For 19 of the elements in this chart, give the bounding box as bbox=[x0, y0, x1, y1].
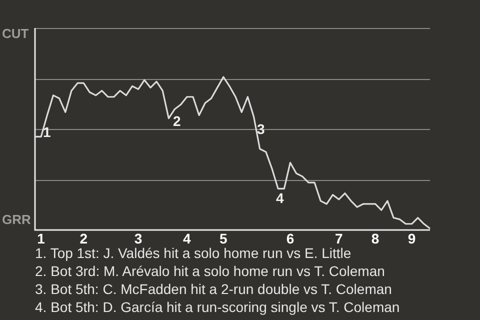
x-tick-label: 4 bbox=[183, 230, 192, 246]
x-tick-label: 8 bbox=[371, 230, 380, 246]
x-tick-label: 3 bbox=[134, 230, 142, 246]
annotation: 1 bbox=[43, 124, 51, 140]
x-tick-label: 5 bbox=[219, 230, 228, 246]
x-tick-label: 1 bbox=[37, 230, 46, 246]
annotation: 4 bbox=[276, 190, 284, 206]
text: 1. Top 1st: J. Valdés hit a solo home run vs E. Little bbox=[35, 245, 352, 261]
text: 4. Bot 5th: D. García hit a run-scoring single vs T. Coleman bbox=[35, 298, 400, 316]
x-tick-label: 2 bbox=[80, 230, 88, 246]
annotation: 3 bbox=[257, 121, 265, 137]
annotation: 2 bbox=[173, 113, 181, 129]
x-tick-label: 6 bbox=[286, 230, 294, 246]
text: CUT bbox=[2, 26, 30, 41]
text: 3. Bot 5th: C. McFadden hit a 2-run double vs T. Coleman bbox=[35, 280, 393, 298]
x-tick-label: 9 bbox=[408, 230, 416, 246]
x-tick-label: 7 bbox=[334, 230, 343, 246]
text: GRR bbox=[2, 212, 32, 227]
text: 2. Bot 3rd: M. Arévalo hit a solo home run vs T. Coleman bbox=[35, 262, 386, 280]
